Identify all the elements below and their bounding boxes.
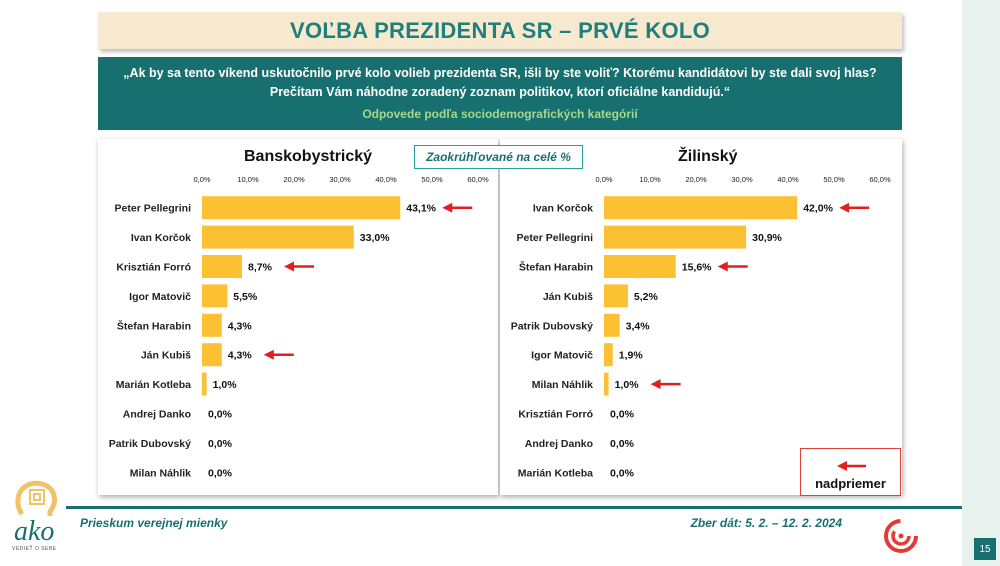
category-label-zilinsky: Andrej Danko	[525, 438, 593, 450]
tick-label-zilinsky: 50,0%	[823, 175, 845, 184]
category-label-zilinsky: Krisztián Forró	[518, 409, 593, 421]
data-label-banskobystricky: 43,1%	[406, 203, 436, 215]
category-label-banskobystricky: Štefan Harabin	[117, 319, 191, 332]
bar-banskobystricky	[202, 196, 401, 220]
chart-title-banskobystricky: Banskobystrický	[244, 148, 373, 165]
chart-title-zilinsky: Žilinský	[678, 148, 738, 165]
footer-divider	[66, 506, 962, 509]
above-average-arrow-icon	[839, 202, 850, 213]
footer-data-collection: Zber dát: 5. 2. – 12. 2. 2024	[690, 516, 842, 530]
bar-banskobystricky	[202, 255, 243, 278]
data-label-zilinsky: 1,9%	[619, 350, 644, 362]
page-title: VOĽBA PREZIDENTA SR – PRVÉ KOLO	[289, 17, 711, 43]
tick-label-banskobystricky: 60,0%	[467, 175, 489, 184]
data-label-zilinsky: 42,0%	[803, 203, 833, 215]
ako-logo-word: ako	[14, 516, 55, 547]
survey-question: „Ak by sa tento víkend uskutočnilo prvé …	[123, 66, 877, 99]
data-label-zilinsky: 5,2%	[634, 291, 659, 303]
bar-zilinsky	[604, 196, 798, 220]
data-label-zilinsky: 0,0%	[610, 409, 635, 421]
footer-survey-label: Prieskum verejnej mienky	[80, 516, 228, 530]
category-label-banskobystricky: Peter Pellegrini	[115, 203, 192, 215]
bar-zilinsky	[604, 284, 628, 308]
category-label-banskobystricky: Patrik Dubovský	[109, 438, 191, 450]
swirl-logo-icon	[884, 519, 918, 553]
bar-banskobystricky	[202, 225, 354, 249]
bar-banskobystricky	[202, 284, 228, 308]
bar-banskobystricky	[202, 343, 222, 367]
tick-label-zilinsky: 10,0%	[639, 175, 661, 184]
data-label-banskobystricky: 0,0%	[208, 438, 233, 450]
category-label-zilinsky: Ján Kubiš	[543, 291, 593, 303]
data-label-zilinsky: 0,0%	[610, 467, 635, 479]
data-label-zilinsky: 0,0%	[610, 438, 635, 450]
title-banner: VOĽBA PREZIDENTA SR – PRVÉ KOLO	[98, 12, 902, 49]
tick-label-banskobystricky: 40,0%	[375, 175, 397, 184]
ako-logo: ako VEDIEŤ O SEBE	[8, 478, 66, 560]
above-average-arrow-icon	[650, 379, 661, 390]
rounding-note: Zaokrúhľované na celé %	[414, 145, 583, 169]
tick-label-zilinsky: 30,0%	[731, 175, 753, 184]
data-label-zilinsky: 3,4%	[626, 320, 651, 332]
category-label-banskobystricky: Ján Kubiš	[141, 350, 191, 362]
tick-label-banskobystricky: 0,0%	[193, 175, 210, 184]
category-label-zilinsky: Peter Pellegrini	[517, 232, 594, 244]
data-label-banskobystricky: 0,0%	[208, 409, 233, 421]
category-label-banskobystricky: Andrej Danko	[123, 409, 191, 421]
tick-label-banskobystricky: 10,0%	[237, 175, 259, 184]
tick-label-banskobystricky: 50,0%	[421, 175, 443, 184]
legend-label: nadpriemer	[815, 476, 886, 491]
legend-box: nadpriemer	[800, 448, 901, 496]
data-label-banskobystricky: 8,7%	[248, 262, 273, 274]
category-label-zilinsky: Štefan Harabin	[519, 261, 593, 274]
page-number: 15	[974, 538, 996, 560]
category-label-zilinsky: Ivan Korčok	[533, 203, 593, 215]
data-label-banskobystricky: 5,5%	[233, 291, 258, 303]
category-label-banskobystricky: Milan Náhlik	[130, 467, 191, 479]
tick-label-zilinsky: 0,0%	[595, 175, 612, 184]
above-average-arrow-icon	[263, 349, 274, 360]
rounding-note-text: Zaokrúhľované na celé %	[426, 150, 571, 164]
category-label-banskobystricky: Krisztián Forró	[116, 262, 191, 274]
above-average-arrow-icon	[284, 261, 295, 272]
data-label-banskobystricky: 33,0%	[360, 232, 390, 244]
data-label-zilinsky: 30,9%	[752, 232, 782, 244]
category-label-zilinsky: Patrik Dubovský	[511, 320, 593, 332]
data-label-zilinsky: 1,0%	[615, 379, 640, 391]
bar-zilinsky	[604, 313, 620, 337]
data-label-banskobystricky: 0,0%	[208, 467, 233, 479]
tick-label-zilinsky: 40,0%	[777, 175, 799, 184]
right-side-strip	[962, 0, 1000, 566]
bar-zilinsky	[604, 225, 747, 249]
bar-zilinsky	[604, 343, 613, 367]
bar-banskobystricky	[202, 372, 207, 396]
category-label-zilinsky: Milan Náhlik	[532, 379, 593, 391]
bar-zilinsky	[604, 372, 609, 396]
tick-label-banskobystricky: 30,0%	[329, 175, 351, 184]
tick-label-banskobystricky: 20,0%	[283, 175, 305, 184]
tick-label-zilinsky: 20,0%	[685, 175, 707, 184]
category-label-zilinsky: Marián Kotleba	[518, 467, 593, 479]
category-label-banskobystricky: Marián Kotleba	[116, 379, 191, 391]
category-label-banskobystricky: Ivan Korčok	[131, 232, 191, 244]
data-label-banskobystricky: 1,0%	[213, 379, 238, 391]
bar-banskobystricky	[202, 313, 222, 337]
bar-zilinsky	[604, 255, 676, 278]
ako-logo-tagline: VEDIEŤ O SEBE	[12, 546, 57, 552]
category-label-zilinsky: Igor Matovič	[531, 350, 593, 362]
ako-head-icon	[15, 480, 57, 516]
question-box: „Ak by sa tento víkend uskutočnilo prvé …	[98, 57, 902, 130]
above-average-arrow-icon	[442, 202, 453, 213]
survey-subtitle: Odpovede podľa sociodemografických kateg…	[362, 107, 638, 121]
data-label-banskobystricky: 4,3%	[228, 320, 253, 332]
tick-label-zilinsky: 60,0%	[869, 175, 891, 184]
above-average-arrow-icon	[717, 261, 728, 272]
data-label-zilinsky: 15,6%	[682, 262, 712, 274]
legend-arrow-icon	[837, 461, 866, 471]
data-label-banskobystricky: 4,3%	[228, 350, 253, 362]
category-label-banskobystricky: Igor Matovič	[129, 291, 191, 303]
